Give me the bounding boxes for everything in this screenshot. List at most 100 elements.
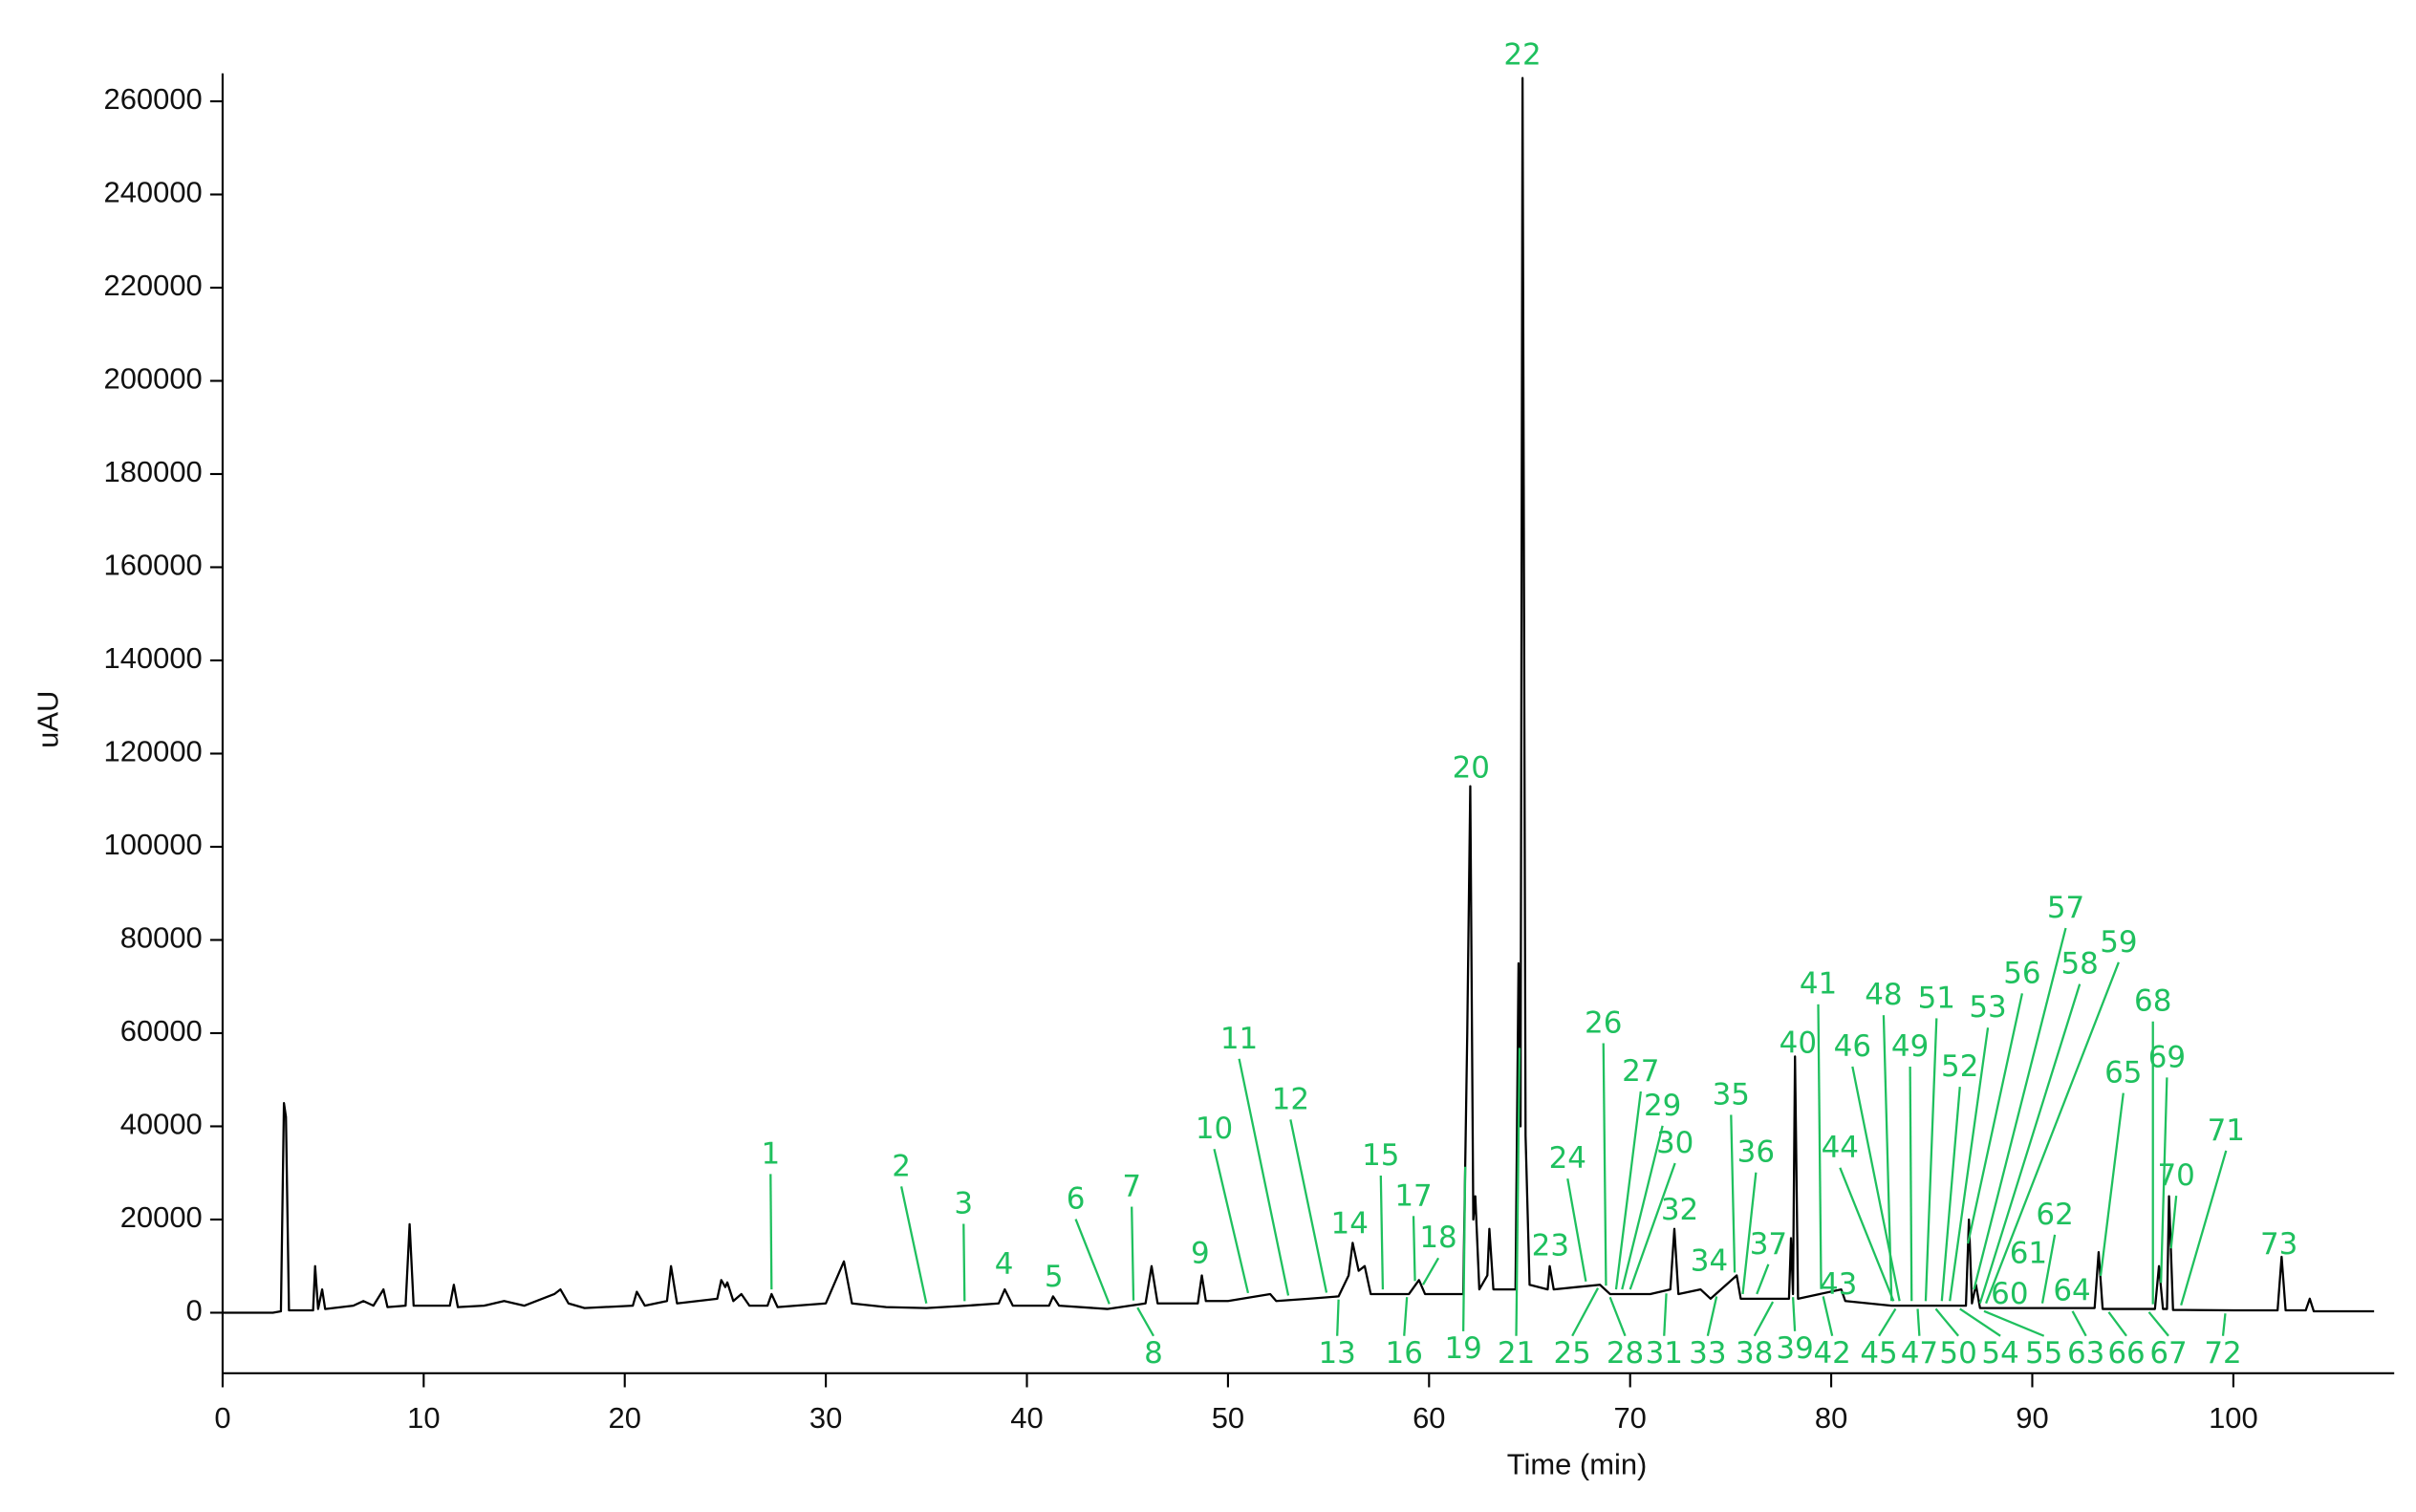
peak-leader <box>1909 1066 1913 1302</box>
peak-label: 39 <box>1776 1331 1813 1366</box>
peak-label: 69 <box>2148 1040 2186 1074</box>
peak-label: 40 <box>1780 1026 1817 1061</box>
peak-leader <box>1978 983 2082 1305</box>
y-tick-label: 40000 <box>120 1108 203 1141</box>
y-axis-label: uAU <box>31 691 64 748</box>
peak-leader <box>1403 1297 1409 1336</box>
peak-label: 1 <box>761 1136 780 1171</box>
peak-leader <box>1602 1043 1607 1286</box>
peak-leader <box>1238 1058 1290 1296</box>
peak-label: 66 <box>2107 1336 2145 1371</box>
peak-leader <box>1985 961 2120 1305</box>
peak-label: 61 <box>2010 1237 2047 1271</box>
peak-leader <box>1136 1307 1154 1337</box>
y-tick-label: 100000 <box>104 828 203 861</box>
peak-label: 15 <box>1362 1138 1399 1173</box>
peak-leader <box>1959 1307 2001 1337</box>
peak-label: 17 <box>1394 1178 1432 1213</box>
peak-label: 27 <box>1622 1054 1659 1089</box>
peak-leader <box>1074 1219 1111 1305</box>
peak-leader <box>2159 1077 2168 1284</box>
peak-label: 8 <box>1144 1336 1163 1371</box>
peak-label: 38 <box>1736 1336 1773 1371</box>
peak-leader <box>1461 1166 1467 1331</box>
peak-label: 47 <box>1901 1336 1938 1371</box>
peak-label: 37 <box>1750 1227 1787 1262</box>
peak-leader <box>1916 1308 1921 1336</box>
peak-label: 42 <box>1813 1336 1850 1371</box>
peak-label: 29 <box>1644 1089 1681 1123</box>
peak-label: 51 <box>1918 981 1955 1015</box>
peak-label: 33 <box>1689 1336 1726 1371</box>
peak-label: 54 <box>1981 1336 2018 1371</box>
peak-leader <box>2169 1196 2178 1249</box>
peak-leader <box>1851 1066 1901 1302</box>
peak-leader <box>1663 1293 1668 1336</box>
peak-leader <box>2180 1150 2228 1307</box>
peak-label: 67 <box>2149 1336 2187 1371</box>
y-tick-label: 0 <box>186 1294 203 1328</box>
peak-label: 56 <box>2003 956 2040 990</box>
peak-label: 68 <box>2134 984 2171 1019</box>
peak-leader <box>2147 1311 2169 1337</box>
peak-leader <box>962 1223 966 1302</box>
peak-leader <box>1878 1307 1897 1337</box>
peak-label: 2 <box>892 1149 911 1183</box>
peak-label: 43 <box>1820 1267 1857 1302</box>
y-tick-label: 80000 <box>120 921 203 955</box>
peak-label: 22 <box>1503 37 1541 72</box>
y-tick-label: 20000 <box>120 1200 203 1234</box>
x-tick-label: 100 <box>2209 1401 2258 1435</box>
peak-label: 50 <box>1939 1336 1976 1371</box>
peak-label: 23 <box>1532 1228 1569 1263</box>
peak-leader <box>2099 1092 2125 1277</box>
y-tick-label: 140000 <box>104 641 203 675</box>
y-tick-label: 120000 <box>104 735 203 768</box>
y-tick-label: 220000 <box>104 269 203 302</box>
peak-leader <box>1571 1287 1600 1337</box>
peak-label: 73 <box>2260 1227 2297 1262</box>
peak-label: 26 <box>1585 1005 1622 1040</box>
peak-label: 53 <box>1969 990 2006 1025</box>
x-tick-label: 50 <box>1212 1401 1244 1435</box>
peak-label: 7 <box>1122 1170 1141 1204</box>
peak-leader <box>1753 1301 1775 1337</box>
peak-label: 64 <box>2053 1274 2090 1308</box>
peak-leader <box>1882 1015 1893 1302</box>
peak-label: 16 <box>1386 1336 1423 1371</box>
peak-label: 52 <box>1941 1049 1978 1084</box>
peak-leader <box>1973 927 2067 1290</box>
peak-label: 13 <box>1319 1336 1356 1371</box>
peak-label: 5 <box>1045 1260 1064 1294</box>
peak-label: 48 <box>1865 978 1902 1012</box>
peak-label: 28 <box>1607 1336 1644 1371</box>
y-tick-label: 180000 <box>104 455 203 488</box>
y-tick-label: 240000 <box>104 176 203 209</box>
peak-leader <box>1822 1296 1834 1337</box>
peak-label: 58 <box>2060 947 2098 982</box>
peak-leader <box>1839 1167 1895 1302</box>
peak-label: 14 <box>1331 1207 1369 1242</box>
peak-label: 11 <box>1220 1022 1258 1056</box>
peak-label: 72 <box>2204 1336 2241 1371</box>
peak-leader <box>2107 1311 2127 1337</box>
peak-leader <box>1412 1216 1416 1282</box>
peak-leader <box>2040 1234 2057 1304</box>
peak-leader <box>1940 1087 1961 1302</box>
peak-leader <box>1213 1149 1250 1294</box>
peak-label: 32 <box>1661 1193 1698 1227</box>
peak-leader <box>1379 1175 1385 1290</box>
peak-label: 45 <box>1860 1336 1897 1371</box>
peak-leader <box>1967 993 2024 1244</box>
x-tick-label: 40 <box>1010 1401 1043 1435</box>
x-tick-label: 20 <box>609 1401 641 1435</box>
peak-label: 65 <box>2104 1056 2142 1091</box>
peak-label: 31 <box>1646 1336 1683 1371</box>
peak-leader <box>1924 1018 1938 1302</box>
peak-leader <box>899 1186 928 1304</box>
peak-label: 36 <box>1737 1135 1775 1170</box>
peak-label: 41 <box>1800 967 1837 1002</box>
